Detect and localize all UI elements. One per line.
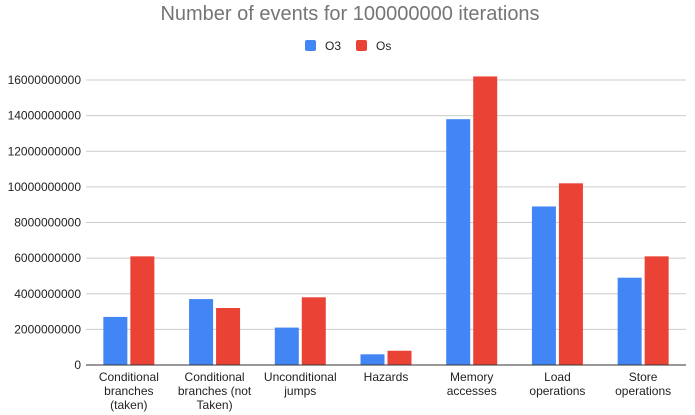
x-category-label-line: operations [615, 384, 671, 398]
x-category-label-line: Conditional [185, 370, 245, 384]
x-category-label: Store operations [615, 370, 671, 398]
legend: O3 Os [305, 39, 391, 53]
bar-os-1[interactable] [216, 308, 241, 365]
y-tick-label: 6000000000 [14, 251, 81, 265]
x-category-label-line: Conditional [99, 370, 159, 384]
bar-o3-0[interactable] [103, 316, 128, 365]
bars [103, 76, 669, 365]
bar-o3-3[interactable] [360, 354, 385, 365]
bar-os-6[interactable] [644, 256, 669, 365]
x-category-label-line: Taken) [197, 398, 233, 412]
bar-o3-4[interactable] [446, 119, 471, 365]
y-tick-label: 12000000000 [8, 144, 82, 158]
legend-label-o3: O3 [325, 39, 341, 53]
bar-o3-2[interactable] [274, 327, 299, 365]
x-category-label-line: (taken) [110, 398, 147, 412]
bar-o3-5[interactable] [531, 206, 556, 365]
x-category-label: Load operations [529, 370, 585, 398]
legend-item-os[interactable]: Os [356, 39, 391, 53]
x-axis-category-labels: Conditional branches (taken)Conditional bra… [99, 370, 671, 412]
bar-o3-6[interactable] [617, 277, 642, 365]
x-category-label: Hazards [364, 370, 409, 384]
x-category-label: Memory accesses [447, 370, 497, 398]
x-category-label-line: operations [529, 384, 585, 398]
x-category-label-line: Hazards [364, 370, 409, 384]
bar-os-4[interactable] [473, 76, 498, 365]
x-category-label: Conditional branches (not Taken) [178, 370, 252, 412]
y-tick-label: 10000000000 [8, 180, 82, 194]
chart-title: Number of events for 100000000 iteration… [160, 3, 539, 25]
y-tick-label: 2000000000 [14, 322, 81, 336]
bar-o3-1[interactable] [189, 299, 214, 365]
legend-swatch-o3 [305, 40, 316, 51]
bar-os-0[interactable] [130, 256, 155, 365]
bar-os-3[interactable] [387, 350, 412, 365]
y-tick-label: 14000000000 [8, 109, 82, 123]
x-category-label-line: Memory [450, 370, 493, 384]
x-category-label-line: jumps [283, 384, 316, 398]
bar-os-2[interactable] [301, 297, 326, 365]
y-tick-label: 0 [74, 358, 81, 372]
x-category-label-line: Store [629, 370, 658, 384]
x-category-label-line: branches (not [178, 384, 252, 398]
x-category-label: Unconditional jumps [264, 370, 337, 398]
x-category-label-line: accesses [447, 384, 497, 398]
y-axis-tick-labels: 0 2000000000 4000000000 6000000000 800000000… [8, 73, 82, 372]
x-category-label-line: branches [104, 384, 153, 398]
y-tick-label: 8000000000 [14, 216, 81, 230]
legend-label-os: Os [376, 39, 391, 53]
x-category-label-line: Load [544, 370, 571, 384]
y-tick-label: 4000000000 [14, 287, 81, 301]
y-tick-label: 16000000000 [8, 73, 82, 87]
legend-item-o3[interactable]: O3 [305, 39, 341, 53]
bar-os-5[interactable] [558, 183, 583, 365]
legend-swatch-os [356, 40, 367, 51]
x-category-label-line: Unconditional [264, 370, 337, 384]
gridlines [86, 79, 686, 330]
x-category-label: Conditional branches (taken) [99, 370, 159, 412]
